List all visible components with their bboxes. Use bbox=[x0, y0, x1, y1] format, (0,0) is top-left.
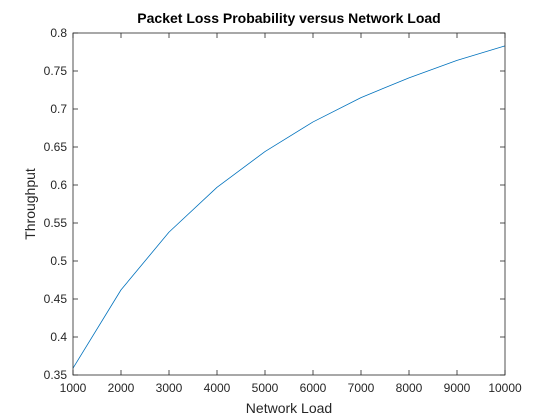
data-layer bbox=[72, 45, 506, 369]
x-tick-label: 7000 bbox=[348, 381, 375, 395]
y-tick-label: 0.45 bbox=[44, 292, 68, 306]
x-tick-label: 4000 bbox=[204, 381, 231, 395]
axes-background bbox=[73, 33, 505, 375]
x-tick-label: 1000 bbox=[60, 381, 87, 395]
chart-title: Packet Loss Probability versus Network L… bbox=[137, 10, 440, 26]
x-tick-label: 10000 bbox=[488, 381, 522, 395]
x-axis-label: Network Load bbox=[246, 400, 332, 416]
x-tick-label: 2000 bbox=[108, 381, 135, 395]
y-tick-label: 0.75 bbox=[44, 64, 68, 78]
x-tick-label: 9000 bbox=[444, 381, 471, 395]
axes-frame bbox=[72, 32, 506, 376]
y-tick-label: 0.55 bbox=[44, 216, 68, 230]
ticks-layer: 1000 2000 3000 4000 5000 6000 7000 8000 9000 1000… bbox=[44, 26, 522, 395]
x-tick-label: 6000 bbox=[300, 381, 327, 395]
x-tick-label: 3000 bbox=[156, 381, 183, 395]
y-tick-label: 0.4 bbox=[50, 330, 67, 344]
series-line bbox=[72, 45, 506, 369]
y-tick-label: 0.6 bbox=[50, 178, 67, 192]
y-tick-label: 0.35 bbox=[44, 368, 68, 382]
y-tick-label: 0.7 bbox=[50, 102, 67, 116]
x-tick-label: 8000 bbox=[396, 381, 423, 395]
x-tick-label: 5000 bbox=[252, 381, 279, 395]
y-tick-label: 0.5 bbox=[50, 254, 67, 268]
y-tick-label: 0.65 bbox=[44, 140, 68, 154]
y-tick-label: 0.8 bbox=[50, 26, 67, 40]
y-axis-label: Throughput bbox=[22, 168, 38, 240]
